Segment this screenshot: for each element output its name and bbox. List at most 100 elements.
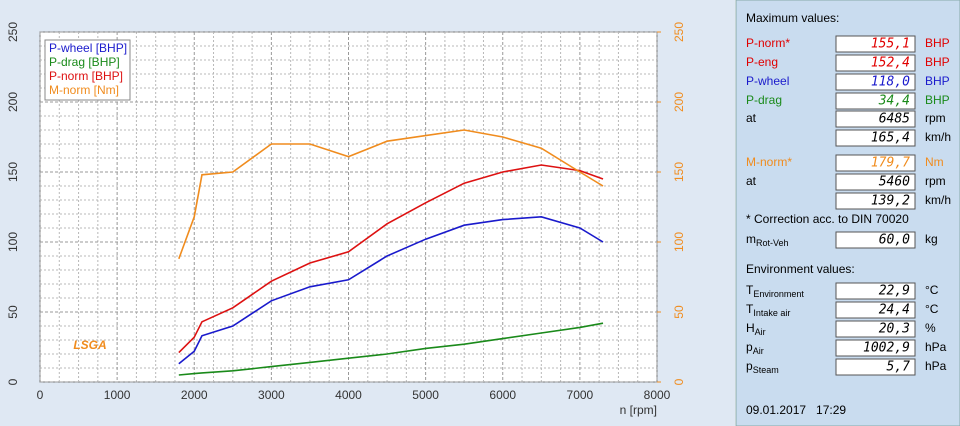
value: 5,7 bbox=[887, 360, 911, 375]
value: 22,9 bbox=[879, 284, 910, 299]
label-main: p bbox=[746, 340, 753, 354]
y2-tick-label: 50 bbox=[672, 305, 686, 319]
x-tick-label: 2000 bbox=[181, 388, 208, 402]
legend-box bbox=[44, 39, 131, 101]
label-sub: Environment bbox=[753, 289, 804, 299]
series-line bbox=[178, 322, 604, 376]
unit: rpm bbox=[925, 111, 946, 125]
unit: BHP bbox=[925, 36, 950, 50]
y2-tick-label: 200 bbox=[672, 92, 686, 112]
unit: hPa bbox=[925, 340, 947, 354]
value: 139,2 bbox=[871, 194, 910, 209]
value: 1002,9 bbox=[863, 341, 910, 356]
value-box bbox=[835, 231, 916, 249]
unit: BHP bbox=[925, 93, 950, 107]
row-label: at bbox=[746, 111, 757, 125]
note: * Correction acc. to DIN 70020 bbox=[746, 212, 909, 226]
row-label: pAir bbox=[746, 340, 764, 356]
unit: °C bbox=[925, 283, 939, 297]
panel-title: Environment values: bbox=[746, 262, 855, 276]
value: 179,7 bbox=[871, 156, 910, 171]
value-box bbox=[835, 358, 916, 376]
label-sub: Air bbox=[755, 327, 766, 337]
unit: °C bbox=[925, 302, 939, 316]
value: 5460 bbox=[879, 175, 910, 190]
row-label: P-drag bbox=[746, 93, 782, 107]
x-tick-label: 1000 bbox=[104, 388, 131, 402]
legend-entry: P-drag [BHP] bbox=[49, 55, 120, 69]
value-box bbox=[835, 110, 916, 128]
row-label: pSteam bbox=[746, 359, 779, 375]
x-tick-label: 5000 bbox=[412, 388, 439, 402]
value-box bbox=[835, 282, 916, 300]
row-label: TEnvironment bbox=[746, 283, 804, 299]
x-tick-label: 3000 bbox=[258, 388, 285, 402]
y-tick-label: 250 bbox=[6, 22, 20, 42]
x-axis-label: n [rpm] bbox=[620, 403, 657, 417]
series-line bbox=[178, 215, 604, 365]
y-tick-label: 0 bbox=[6, 378, 20, 385]
label-main: m bbox=[746, 232, 756, 246]
value: 6485 bbox=[879, 112, 910, 127]
label-sub: Rot-Veh bbox=[756, 238, 789, 248]
legend-entry: M-norm [Nm] bbox=[49, 83, 119, 97]
y2-tick-label: 150 bbox=[672, 162, 686, 182]
legend-entry: P-norm [BHP] bbox=[49, 69, 123, 83]
unit: BHP bbox=[925, 74, 950, 88]
panel-title: Maximum values: bbox=[746, 11, 839, 25]
y2-tick-label: 100 bbox=[672, 232, 686, 252]
value: 118,0 bbox=[871, 75, 910, 90]
row-label: TIntake air bbox=[746, 302, 790, 318]
y2-tick-label: 250 bbox=[672, 22, 686, 42]
x-tick-label: 4000 bbox=[335, 388, 362, 402]
row-label: P-norm* bbox=[746, 36, 790, 50]
x-tick-label: 6000 bbox=[489, 388, 516, 402]
unit: BHP bbox=[925, 55, 950, 69]
unit: kg bbox=[925, 232, 938, 246]
value-box bbox=[835, 301, 916, 319]
row-label: M-norm* bbox=[746, 155, 792, 169]
label-sub: Intake air bbox=[753, 308, 790, 318]
value-box bbox=[835, 54, 916, 72]
unit: rpm bbox=[925, 174, 946, 188]
y-tick-label: 100 bbox=[6, 232, 20, 252]
value: 34,4 bbox=[878, 94, 910, 109]
row-label: at bbox=[746, 174, 757, 188]
value-box bbox=[835, 339, 916, 357]
label-main: T bbox=[746, 283, 754, 297]
label-main: H bbox=[746, 321, 755, 335]
unit: Nm bbox=[925, 155, 944, 169]
logo: LSGA bbox=[73, 338, 106, 352]
x-tick-label: 7000 bbox=[567, 388, 594, 402]
row-label: HAir bbox=[746, 321, 766, 337]
row-label: P-eng bbox=[746, 55, 778, 69]
value: 165,4 bbox=[871, 131, 910, 146]
label-main: T bbox=[746, 302, 754, 316]
y-tick-label: 200 bbox=[6, 92, 20, 112]
x-tick-label: 0 bbox=[37, 388, 44, 402]
series-line bbox=[178, 129, 604, 260]
value-box bbox=[835, 192, 916, 210]
legend-entry: P-wheel [BHP] bbox=[49, 41, 127, 55]
unit: hPa bbox=[925, 359, 947, 373]
y-tick-label: 150 bbox=[6, 162, 20, 182]
value-box bbox=[835, 92, 916, 110]
value: 60,0 bbox=[879, 233, 910, 248]
y2-tick-label: 0 bbox=[672, 378, 686, 385]
value: 152,4 bbox=[871, 56, 910, 71]
value: 24,4 bbox=[879, 303, 910, 318]
value-box bbox=[835, 73, 916, 91]
value-box bbox=[835, 173, 916, 191]
label-main: p bbox=[746, 359, 753, 373]
value-box bbox=[835, 129, 916, 147]
value-box bbox=[835, 154, 916, 172]
x-tick-label: 8000 bbox=[644, 388, 671, 402]
value: 20,3 bbox=[879, 322, 910, 337]
row-label: mRot-Veh bbox=[746, 232, 789, 248]
series-line bbox=[178, 164, 604, 354]
row-label: P-wheel bbox=[746, 74, 789, 88]
datetime: 09.01.2017 17:29 bbox=[746, 403, 846, 417]
unit: km/h bbox=[925, 130, 951, 144]
value: 155,1 bbox=[871, 37, 910, 52]
